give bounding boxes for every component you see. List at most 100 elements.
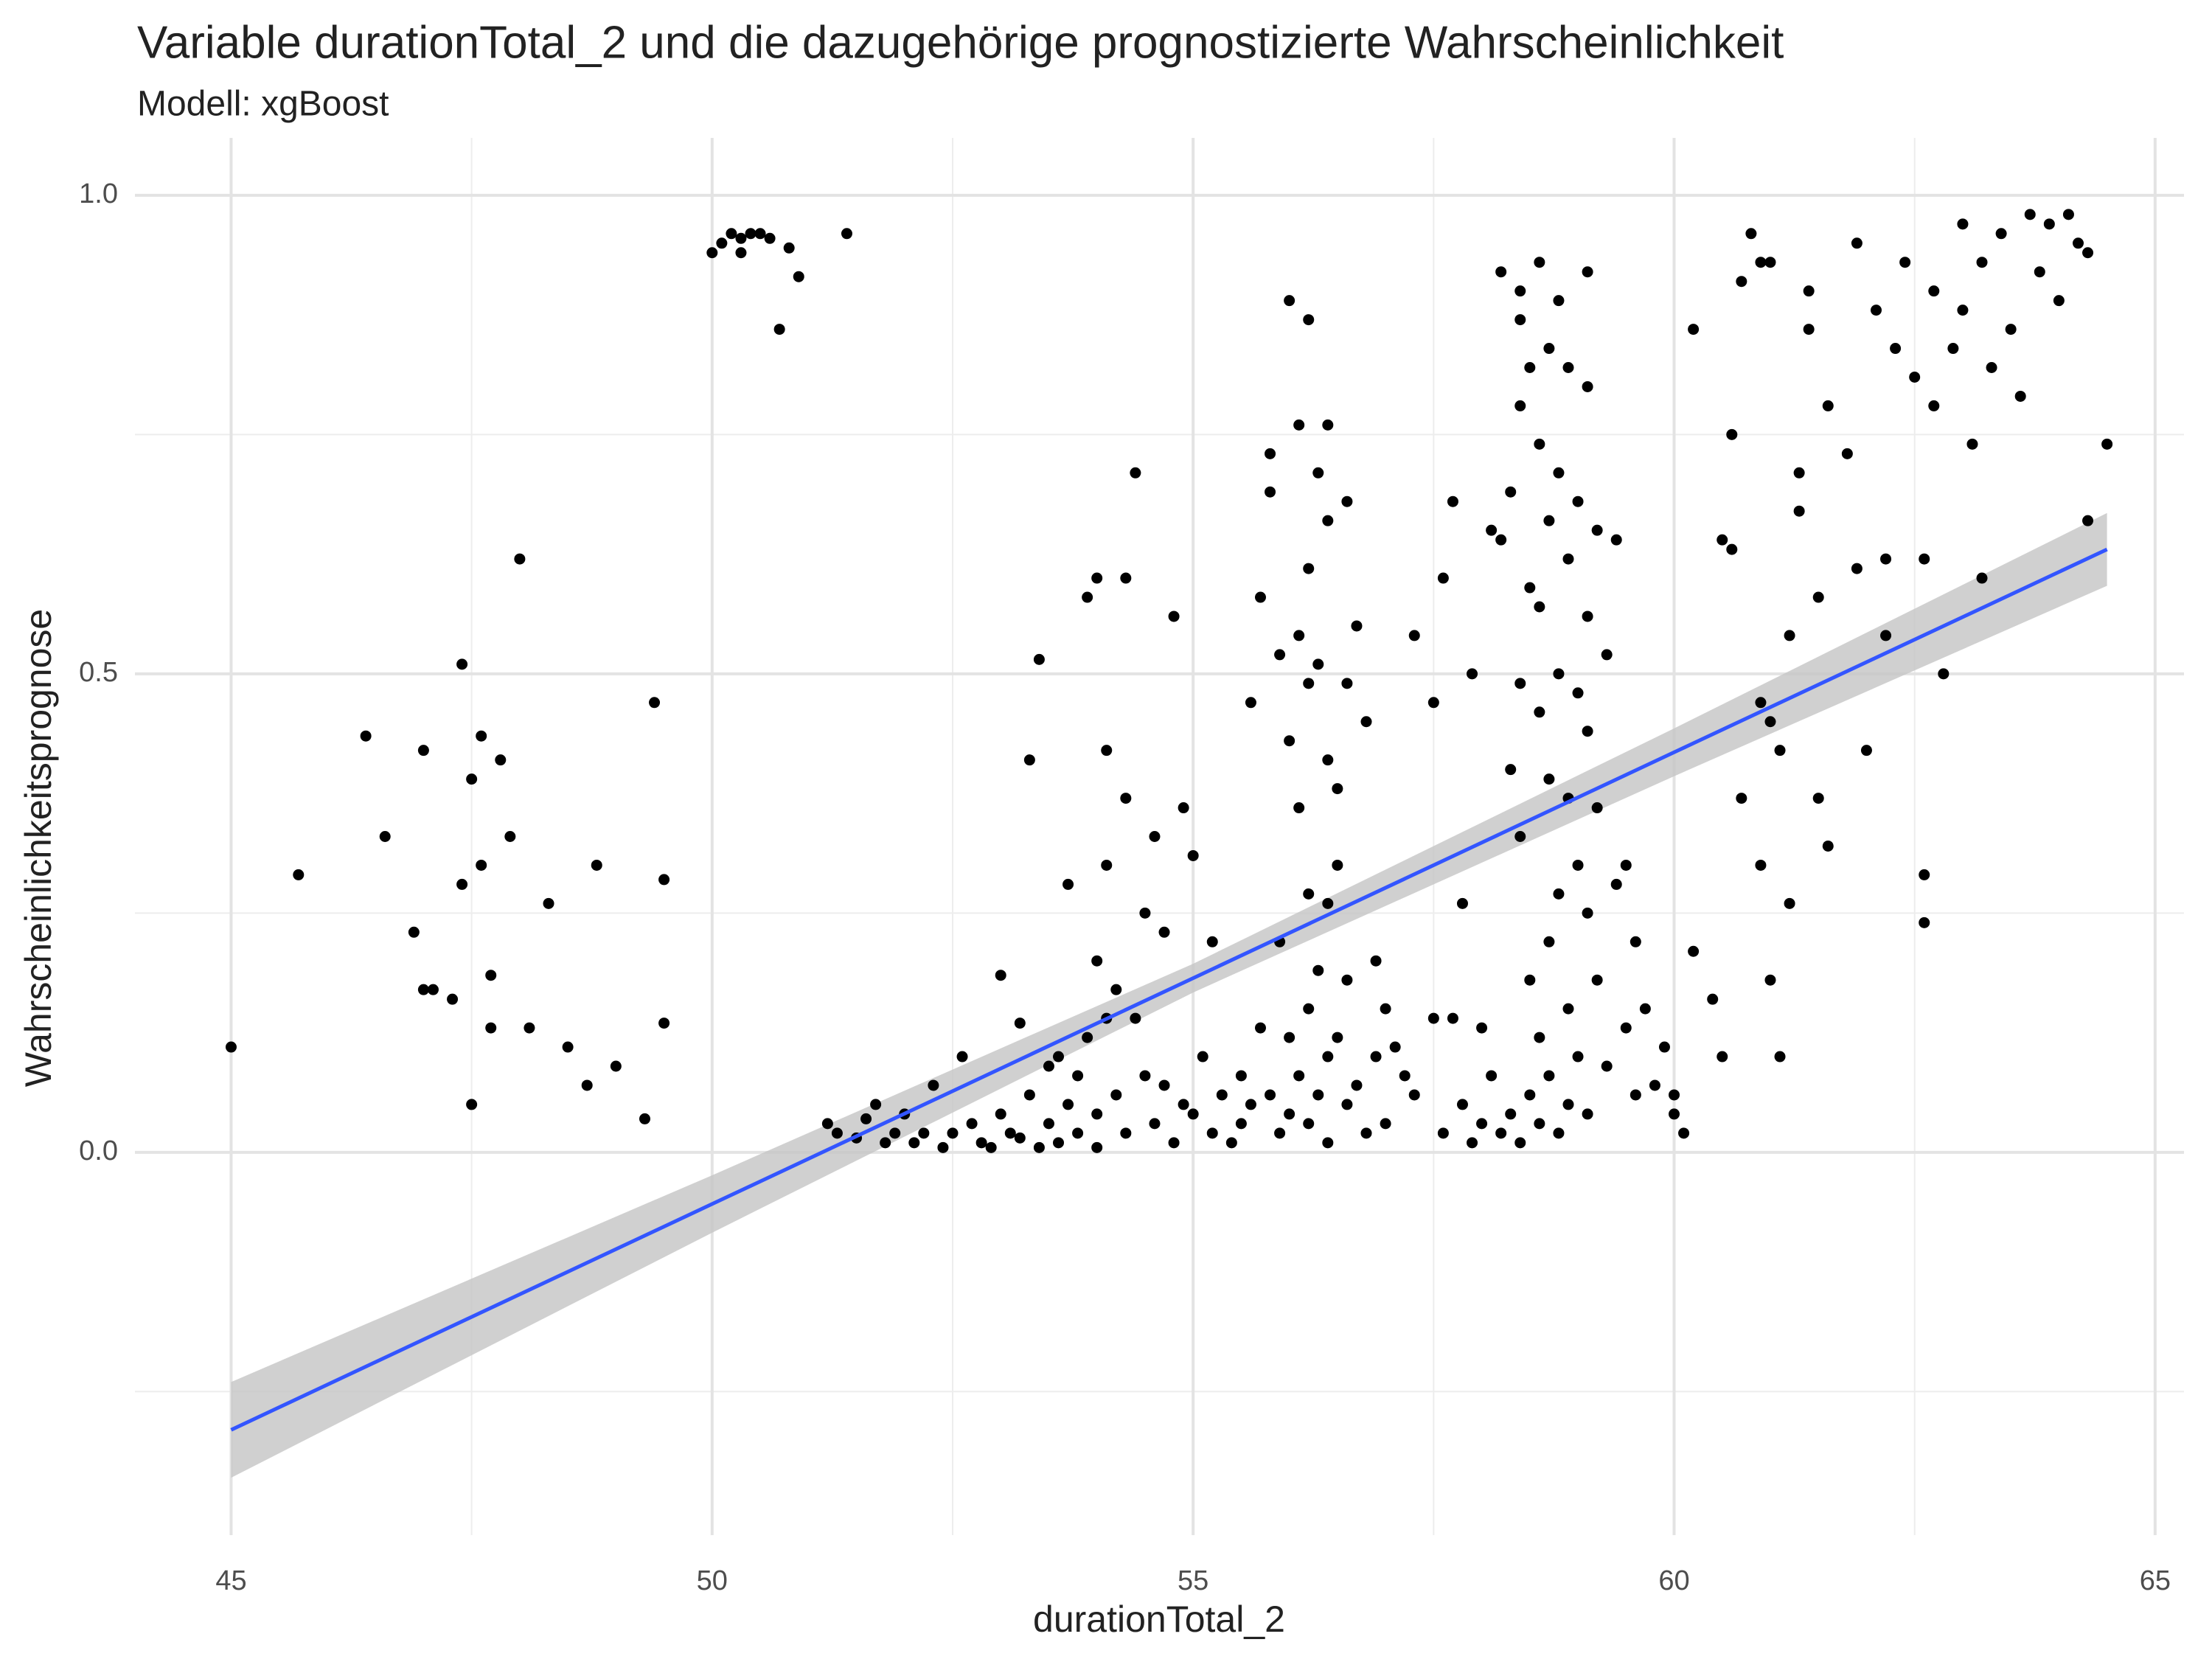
- point: [293, 869, 305, 880]
- point: [975, 1137, 987, 1149]
- y-axis-title: Wahrscheinlichkeitsprognose: [18, 609, 59, 1087]
- point: [1110, 1089, 1122, 1101]
- point: [1312, 1089, 1324, 1101]
- point: [1495, 266, 1507, 278]
- point: [1476, 1022, 1488, 1034]
- point: [880, 1137, 891, 1149]
- point: [1755, 257, 1767, 268]
- point: [466, 773, 478, 785]
- point: [1245, 1099, 1256, 1110]
- point: [2005, 324, 2017, 335]
- point: [2034, 266, 2045, 278]
- point: [1120, 572, 1132, 584]
- point: [735, 232, 747, 244]
- point: [841, 228, 852, 240]
- points-layer: [225, 209, 2113, 1153]
- point: [1265, 486, 1276, 498]
- point: [456, 878, 468, 890]
- point: [1043, 1118, 1054, 1130]
- point: [1630, 936, 1641, 947]
- confidence-band: [231, 512, 2107, 1478]
- point: [908, 1137, 920, 1149]
- point: [1360, 1127, 1372, 1139]
- point: [1254, 1022, 1266, 1034]
- point: [735, 247, 747, 259]
- point: [1322, 419, 1334, 431]
- point: [1293, 1070, 1305, 1082]
- point: [1688, 945, 1700, 957]
- point: [1928, 285, 1940, 297]
- point: [1919, 917, 1930, 928]
- point: [1764, 716, 1776, 728]
- point: [1091, 572, 1103, 584]
- point: [2053, 295, 2065, 307]
- point: [1130, 1012, 1141, 1024]
- point: [1630, 1089, 1641, 1101]
- fit-line-layer: [230, 547, 2108, 1432]
- point: [1197, 1051, 1208, 1062]
- point: [1639, 1003, 1651, 1015]
- point: [1033, 1141, 1045, 1153]
- point: [1841, 448, 1853, 459]
- point: [1880, 630, 1892, 641]
- point: [1284, 735, 1295, 747]
- point: [1120, 1127, 1132, 1139]
- point: [1514, 400, 1526, 411]
- point: [1938, 668, 1950, 680]
- point: [1649, 1079, 1660, 1091]
- point: [1774, 1051, 1786, 1062]
- point: [831, 1127, 843, 1139]
- point: [1082, 1032, 1093, 1043]
- point: [1919, 869, 1930, 880]
- point: [1717, 534, 1728, 546]
- point: [1486, 1070, 1498, 1082]
- point: [1225, 1137, 1237, 1149]
- point: [1216, 1089, 1228, 1101]
- point: [1822, 840, 1834, 852]
- point: [1822, 400, 1834, 411]
- point: [1380, 1118, 1391, 1130]
- point: [1053, 1137, 1065, 1149]
- point: [1534, 1032, 1545, 1043]
- point: [1447, 495, 1458, 507]
- point: [1870, 305, 1882, 316]
- point: [1620, 1022, 1632, 1034]
- point: [1408, 630, 1420, 641]
- point: [658, 1018, 670, 1029]
- point: [985, 1141, 997, 1153]
- point: [1293, 630, 1305, 641]
- point: [1456, 897, 1468, 909]
- point: [485, 1022, 497, 1034]
- point: [1591, 524, 1603, 536]
- point: [1505, 1108, 1517, 1120]
- point: [1851, 237, 1863, 249]
- point: [1187, 849, 1199, 861]
- point: [1755, 859, 1767, 871]
- point: [995, 970, 1006, 981]
- point: [1120, 793, 1132, 804]
- fit-line: [230, 547, 2108, 1432]
- point: [1014, 1018, 1026, 1029]
- y-tick-label: 0.5: [79, 657, 118, 688]
- point: [1303, 1118, 1315, 1130]
- point: [427, 984, 439, 995]
- point: [1707, 993, 1719, 1005]
- point: [1784, 897, 1795, 909]
- point: [485, 970, 497, 981]
- point: [1351, 620, 1363, 632]
- point: [1669, 1108, 1680, 1120]
- point: [1178, 802, 1189, 814]
- point: [1736, 793, 1747, 804]
- point: [1562, 553, 1574, 565]
- point: [745, 228, 757, 240]
- point: [1389, 1041, 1401, 1053]
- point: [754, 228, 766, 240]
- point: [1149, 831, 1161, 842]
- point: [1582, 1108, 1593, 1120]
- point: [1023, 1089, 1035, 1101]
- point: [1514, 314, 1526, 326]
- point: [2082, 515, 2094, 526]
- point: [2024, 209, 2036, 220]
- point: [1572, 495, 1584, 507]
- point: [773, 324, 785, 335]
